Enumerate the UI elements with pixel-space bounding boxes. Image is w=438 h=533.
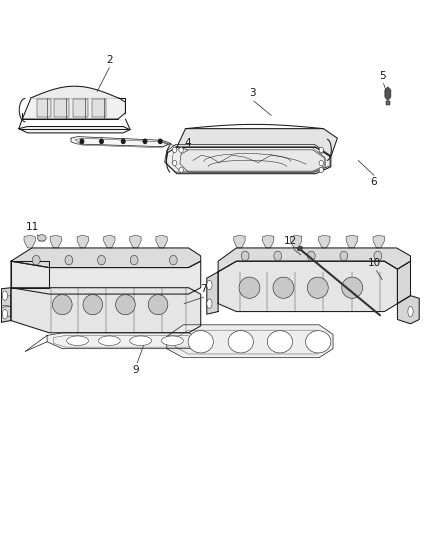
Polygon shape (165, 144, 330, 172)
Polygon shape (1, 288, 11, 322)
Polygon shape (397, 296, 419, 324)
Text: 12: 12 (284, 236, 297, 246)
Circle shape (179, 167, 184, 173)
Ellipse shape (2, 291, 7, 301)
Ellipse shape (116, 295, 135, 315)
Polygon shape (71, 136, 171, 147)
Text: 7: 7 (200, 284, 207, 294)
Circle shape (374, 251, 382, 261)
Circle shape (170, 255, 177, 265)
Polygon shape (50, 236, 61, 248)
Ellipse shape (207, 299, 212, 309)
Text: 2: 2 (106, 55, 113, 65)
Circle shape (173, 147, 177, 152)
Circle shape (130, 255, 138, 265)
Ellipse shape (130, 336, 152, 345)
Ellipse shape (38, 235, 46, 241)
Ellipse shape (267, 330, 293, 353)
Polygon shape (397, 261, 410, 304)
Circle shape (143, 139, 147, 143)
Polygon shape (373, 236, 385, 248)
Ellipse shape (307, 277, 328, 298)
Ellipse shape (67, 336, 88, 345)
Polygon shape (180, 150, 325, 172)
Circle shape (319, 160, 323, 166)
Polygon shape (177, 128, 337, 157)
Circle shape (274, 251, 282, 261)
Circle shape (241, 251, 249, 261)
Circle shape (340, 251, 348, 261)
Polygon shape (11, 288, 201, 333)
Text: 5: 5 (379, 71, 385, 81)
Ellipse shape (83, 295, 102, 315)
Polygon shape (218, 261, 397, 312)
Circle shape (179, 147, 184, 152)
Polygon shape (11, 261, 49, 288)
Polygon shape (156, 236, 167, 248)
Polygon shape (54, 100, 69, 117)
Circle shape (65, 255, 73, 265)
Ellipse shape (408, 306, 413, 317)
Polygon shape (218, 248, 410, 272)
Text: 11: 11 (26, 222, 39, 231)
Polygon shape (73, 100, 88, 117)
Circle shape (319, 147, 323, 152)
Polygon shape (262, 236, 274, 248)
Polygon shape (130, 236, 141, 248)
Circle shape (98, 255, 106, 265)
Polygon shape (11, 248, 201, 268)
Polygon shape (234, 236, 245, 248)
Circle shape (100, 139, 103, 143)
Ellipse shape (2, 310, 7, 319)
Polygon shape (207, 272, 218, 314)
Ellipse shape (273, 277, 294, 298)
Ellipse shape (342, 277, 363, 298)
Polygon shape (319, 236, 330, 248)
Ellipse shape (99, 336, 120, 345)
Ellipse shape (162, 336, 184, 345)
Polygon shape (290, 236, 302, 248)
Polygon shape (385, 87, 391, 101)
Circle shape (319, 148, 323, 154)
Polygon shape (1, 306, 11, 317)
Text: 6: 6 (371, 177, 377, 188)
Ellipse shape (148, 295, 168, 315)
Polygon shape (104, 236, 115, 248)
Circle shape (319, 167, 323, 173)
Polygon shape (1, 296, 11, 306)
Circle shape (173, 160, 177, 166)
Polygon shape (47, 333, 201, 349)
Polygon shape (22, 98, 125, 119)
Polygon shape (31, 86, 118, 98)
Polygon shape (19, 126, 130, 133)
Ellipse shape (188, 330, 213, 353)
Circle shape (80, 139, 84, 143)
Ellipse shape (207, 280, 212, 290)
Text: 3: 3 (250, 88, 256, 98)
Ellipse shape (239, 277, 260, 298)
Ellipse shape (306, 330, 331, 353)
Polygon shape (92, 100, 106, 117)
Polygon shape (11, 261, 201, 294)
Ellipse shape (228, 330, 253, 353)
Polygon shape (166, 147, 331, 174)
Polygon shape (386, 101, 390, 106)
Polygon shape (77, 236, 88, 248)
Text: 10: 10 (368, 257, 381, 268)
Circle shape (307, 251, 315, 261)
Ellipse shape (53, 295, 72, 315)
Ellipse shape (297, 246, 302, 251)
Circle shape (159, 139, 162, 143)
Circle shape (32, 255, 40, 265)
Circle shape (121, 139, 125, 143)
Polygon shape (24, 236, 35, 248)
Polygon shape (346, 236, 357, 248)
Text: 9: 9 (132, 365, 139, 375)
Text: 4: 4 (184, 138, 191, 148)
Polygon shape (167, 325, 333, 358)
Polygon shape (37, 100, 51, 117)
